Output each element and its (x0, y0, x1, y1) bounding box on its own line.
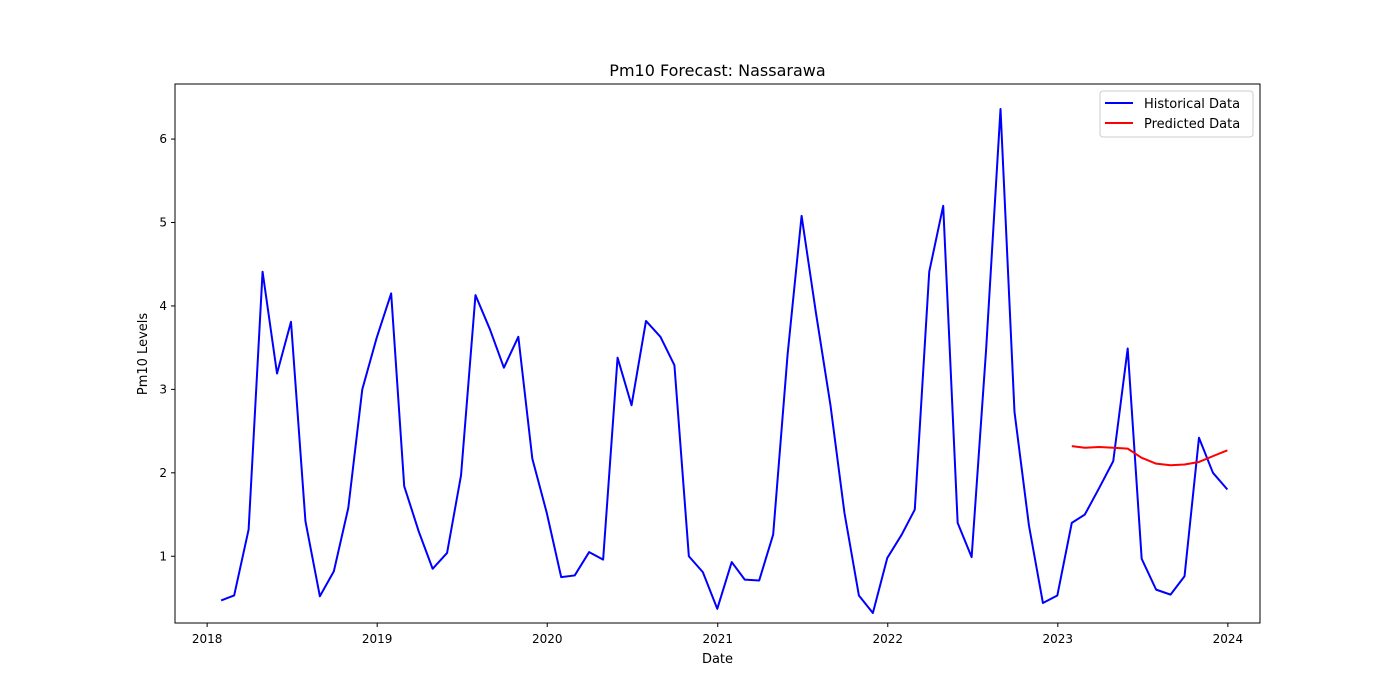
y-tick-label: 6 (159, 132, 167, 146)
x-axis: 2018 2019 2020 2021 2022 2023 2024 (192, 623, 1243, 646)
y-tick-label: 2 (159, 466, 167, 480)
legend-entry-label: Predicted Data (1144, 117, 1240, 132)
y-axis: 1 2 3 4 5 6 (159, 132, 175, 563)
legend-entry-label: Historical Data (1144, 97, 1240, 112)
y-tick-label: 3 (159, 382, 167, 396)
x-axis-label: Date (702, 652, 733, 667)
series-layer (221, 109, 1227, 613)
x-tick-label: 2020 (532, 632, 563, 646)
x-tick-label: 2018 (192, 632, 223, 646)
x-tick-label: 2022 (873, 632, 904, 646)
y-tick-label: 4 (159, 299, 167, 313)
x-tick-label: 2023 (1043, 632, 1074, 646)
y-tick-label: 1 (159, 549, 167, 563)
chart-title: Pm10 Forecast: Nassarawa (609, 61, 825, 80)
y-tick-label: 5 (159, 216, 167, 230)
plot-area-frame (175, 84, 1260, 623)
x-tick-label: 2021 (702, 632, 733, 646)
series-line-historical (221, 109, 1227, 613)
y-axis-label: Pm10 Levels (136, 313, 151, 395)
x-tick-label: 2024 (1213, 632, 1244, 646)
legend: Historical Data Predicted Data (1100, 91, 1253, 137)
x-tick-label: 2019 (362, 632, 393, 646)
